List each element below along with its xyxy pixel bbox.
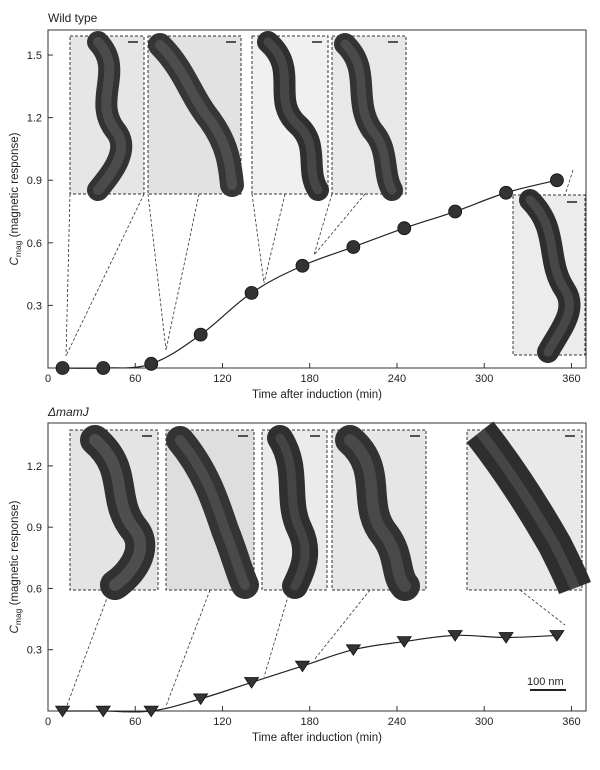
x-axis-title: Time after induction (min) <box>252 389 382 401</box>
mamj-axes: 0 60 120 180 240 300 360 0.3 0.6 0.9 1.2 Time after… <box>9 461 581 744</box>
x-tick-label: 120 <box>213 373 231 385</box>
micrograph-inset <box>331 33 407 201</box>
data-point <box>143 705 159 718</box>
micrograph-inset <box>466 421 591 595</box>
micrograph-inset <box>331 425 427 601</box>
y-axis-title-symbol: C <box>9 256 21 265</box>
wild-type-plot-frame <box>47 29 587 369</box>
data-point <box>95 705 112 718</box>
wild-type-axes: 0 60 120 180 240 300 360 0.3 0.6 0.9 1.2 1.5 Time af… <box>9 50 581 401</box>
data-point <box>193 327 208 342</box>
micrograph-inset <box>69 425 159 600</box>
micrograph-inset <box>147 33 244 197</box>
y-tick-label: 0.3 <box>27 645 42 657</box>
wild-type-data-series <box>55 173 564 375</box>
mamj-plot-frame <box>47 422 587 712</box>
wild-type-panel: Wild type <box>9 11 587 401</box>
data-point <box>243 677 260 689</box>
y-axis-title-subscript: mag <box>13 608 23 625</box>
x-tick-label: 120 <box>213 716 231 728</box>
x-tick-label: 360 <box>562 373 580 385</box>
y-axis-title: Cmag (magnetic response) <box>9 500 23 633</box>
y-axis-title: Cmag (magnetic response) <box>9 132 23 265</box>
y-tick-label: 0.3 <box>27 300 42 312</box>
y-tick-label: 0.9 <box>27 522 42 534</box>
data-point <box>55 361 70 375</box>
series-line <box>62 634 557 713</box>
micrograph-inset <box>69 31 145 201</box>
mamj-panel-label: ΔmamJ <box>47 405 90 419</box>
data-point <box>54 705 71 718</box>
x-tick-label: 240 <box>388 716 406 728</box>
x-axis-title: Time after induction (min) <box>252 732 382 744</box>
x-tick-label: 360 <box>562 716 580 728</box>
data-point <box>295 258 310 273</box>
data-point <box>192 693 209 706</box>
scale-bar: 100 nm <box>527 676 566 691</box>
data-point <box>144 356 159 371</box>
micrograph-inset <box>512 189 586 363</box>
data-point <box>345 644 362 657</box>
x-tick-label: 180 <box>301 716 319 728</box>
data-point <box>549 630 565 642</box>
micrograph-inset <box>251 31 329 201</box>
y-axis-title-subscript: mag <box>13 240 23 257</box>
y-tick-label: 0.6 <box>27 238 42 250</box>
x-tick-label: 240 <box>388 373 406 385</box>
data-point <box>498 632 514 644</box>
data-point <box>396 636 412 648</box>
x-tick-label: 60 <box>129 373 141 385</box>
data-point <box>244 285 259 300</box>
wild-type-micrograph-insets <box>69 31 586 363</box>
y-tick-label: 1.2 <box>27 461 42 473</box>
data-point <box>448 204 463 219</box>
x-tick-label: 0 <box>45 373 51 385</box>
wild-type-panel-label: Wild type <box>48 11 98 25</box>
data-point <box>550 173 564 188</box>
y-tick-label: 0.6 <box>27 583 42 595</box>
data-point <box>397 221 412 236</box>
x-tick-label: 0 <box>45 716 51 728</box>
mamj-data-series <box>54 630 565 718</box>
x-tick-label: 300 <box>475 716 493 728</box>
data-point <box>294 660 311 673</box>
y-axis-title-rest: (magnetic response) <box>9 500 21 608</box>
x-tick-label: 180 <box>301 373 319 385</box>
y-axis-title-rest: (magnetic response) <box>9 132 21 240</box>
mamj-inset-connectors <box>65 589 566 709</box>
mamj-panel: ΔmamJ <box>9 405 591 744</box>
data-point <box>499 185 513 200</box>
y-axis-title-symbol: C <box>9 624 21 633</box>
wild-type-inset-connectors <box>65 169 574 357</box>
data-point <box>447 630 463 642</box>
y-tick-label: 1.2 <box>27 113 42 125</box>
y-tick-label: 1.5 <box>27 50 42 62</box>
data-point <box>96 361 111 375</box>
micrograph-inset <box>165 426 259 599</box>
micrograph-inset <box>261 425 328 599</box>
y-tick-label: 0.9 <box>27 175 42 187</box>
scale-bar-label: 100 nm <box>527 676 564 688</box>
data-point <box>346 240 361 254</box>
x-tick-label: 300 <box>475 373 493 385</box>
x-tick-label: 60 <box>129 716 141 728</box>
mamj-micrograph-insets <box>69 421 591 601</box>
